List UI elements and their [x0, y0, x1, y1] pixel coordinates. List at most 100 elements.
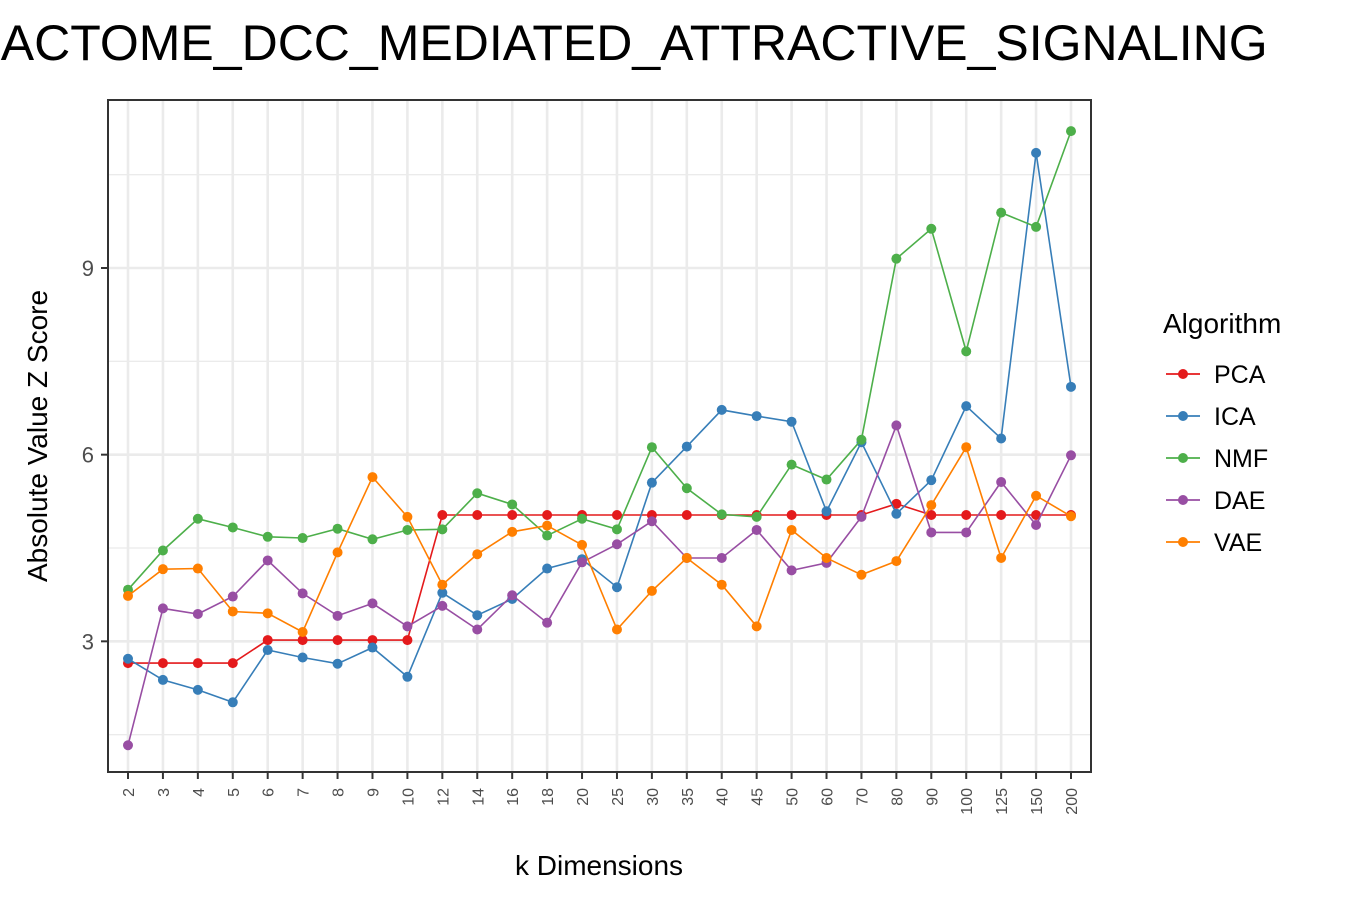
data-point-vae [961, 442, 972, 453]
data-point-nmf [751, 511, 762, 522]
legend-label: DAE [1214, 487, 1265, 515]
y-tick-label: 9 [82, 256, 94, 281]
x-tick-label: 9 [365, 788, 382, 797]
data-point-vae [472, 549, 483, 560]
data-point-ica [961, 401, 972, 412]
data-point-nmf [891, 253, 902, 264]
data-point-vae [611, 624, 622, 635]
series-line-nmf [127, 130, 1072, 591]
data-point-vae [996, 552, 1007, 563]
data-point-nmf [262, 531, 273, 542]
data-point-vae [1031, 490, 1042, 501]
data-point-nmf [1031, 221, 1042, 232]
data-point-ica [786, 416, 797, 427]
data-point-pca [611, 510, 622, 521]
data-point-dae [716, 552, 727, 563]
x-tick-label: 16 [505, 788, 522, 806]
data-point-nmf [332, 523, 343, 534]
x-tick-label: 12 [435, 788, 452, 806]
data-point-nmf [996, 207, 1007, 218]
legend-label: NMF [1214, 445, 1268, 473]
x-tick-label: 14 [470, 788, 487, 806]
data-point-ica [192, 684, 203, 695]
y-tick-label: 3 [82, 629, 94, 654]
data-point-nmf [611, 524, 622, 535]
data-point-dae [786, 565, 797, 576]
data-point-nmf [507, 499, 518, 510]
legend-item-dae: DAE [1166, 487, 1265, 515]
data-point-pca [507, 510, 518, 521]
data-point-vae [891, 556, 902, 567]
data-point-dae [472, 624, 483, 635]
data-point-ica [821, 506, 832, 517]
data-point-dae [297, 588, 308, 599]
data-point-vae [716, 579, 727, 590]
x-tick-label: 40 [715, 788, 732, 806]
x-tick-label: 80 [889, 788, 906, 806]
data-point-ica [1031, 147, 1042, 158]
data-point-dae [262, 555, 273, 566]
x-tick-label: 18 [540, 788, 557, 806]
data-point-dae [402, 621, 413, 632]
data-point-nmf [786, 459, 797, 470]
data-point-ica [297, 652, 308, 663]
data-point-pca [402, 635, 413, 646]
data-point-pca [926, 510, 937, 521]
x-tick-label: 90 [924, 788, 941, 806]
data-point-nmf [926, 223, 937, 234]
x-tick-label: 125 [994, 788, 1011, 815]
series-line-ica [127, 152, 1072, 704]
data-point-pca [192, 658, 203, 669]
data-point-dae [542, 617, 553, 628]
data-point-ica [751, 411, 762, 422]
data-point-vae [786, 524, 797, 535]
data-point-dae [437, 600, 448, 611]
data-point-ica [367, 642, 378, 653]
data-point-ica [1066, 381, 1076, 392]
data-point-nmf [577, 513, 588, 524]
data-point-vae [297, 627, 308, 637]
data-point-pca [297, 635, 308, 646]
data-point-pca [157, 658, 168, 669]
series-nmf [123, 126, 1076, 595]
data-point-ica [437, 587, 448, 598]
data-point-vae [227, 606, 238, 617]
data-point-ica [542, 563, 553, 574]
data-point-nmf [821, 474, 832, 485]
data-point-pca [891, 498, 902, 509]
data-point-dae [646, 516, 657, 527]
legend-item-nmf: NMF [1166, 445, 1268, 473]
data-point-pca [786, 510, 797, 521]
x-tick-label: 10 [400, 788, 417, 806]
data-point-nmf [472, 488, 483, 499]
x-tick-label: 3 [156, 788, 173, 797]
data-point-vae [646, 585, 657, 596]
x-tick-label: 200 [1064, 788, 1081, 815]
data-point-dae [611, 539, 622, 550]
legend-item-ica: ICA [1166, 403, 1256, 431]
series-vae [123, 442, 1076, 637]
data-point-pca [367, 635, 378, 646]
chart-title: REACTOME_DCC_MEDIATED_ATTRACTIVE_SIGNALI… [0, 15, 1268, 71]
data-point-ica [891, 508, 902, 519]
data-point-ica [716, 404, 727, 415]
data-point-vae [1066, 511, 1076, 522]
data-point-nmf [716, 509, 727, 520]
data-point-ica [996, 433, 1007, 444]
data-point-ica [646, 477, 657, 488]
data-point-pca [961, 510, 972, 521]
data-point-ica [681, 441, 692, 452]
data-point-dae [751, 524, 762, 535]
legend-label: ICA [1214, 403, 1256, 431]
y-axis-title: Absolute Value Z Score [22, 290, 53, 582]
data-point-nmf [402, 524, 413, 535]
legend-key-point [1178, 369, 1188, 379]
data-point-nmf [961, 346, 972, 357]
data-point-dae [507, 590, 518, 601]
x-tick-label: 4 [191, 788, 208, 797]
data-point-vae [751, 621, 762, 632]
data-point-vae [157, 564, 168, 575]
data-point-dae [123, 740, 133, 751]
